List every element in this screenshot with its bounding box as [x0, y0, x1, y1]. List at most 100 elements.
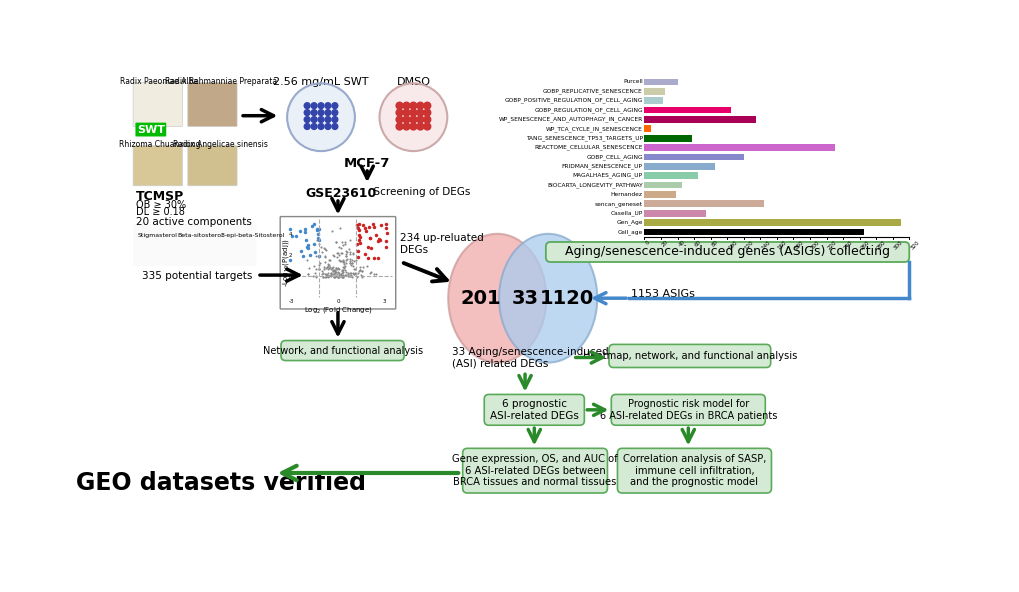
Bar [644, 182, 681, 188]
Circle shape [287, 83, 355, 151]
Text: BIOCARTA_LONGEVITY_PATHWAY: BIOCARTA_LONGEVITY_PATHWAY [547, 182, 642, 188]
Bar [644, 163, 714, 170]
Text: Beta-sitosterol: Beta-sitosterol [177, 233, 223, 238]
Text: Radix Angelicae sinensis: Radix Angelicae sinensis [173, 140, 268, 149]
Text: MAGALHAES_AGING_UP: MAGALHAES_AGING_UP [573, 173, 642, 179]
Circle shape [325, 110, 330, 115]
FancyBboxPatch shape [608, 345, 770, 368]
Text: TCMSP: TCMSP [137, 191, 184, 204]
Circle shape [410, 102, 417, 109]
Text: 20: 20 [660, 240, 668, 248]
Text: Radix Paeoniae Alba: Radix Paeoniae Alba [120, 77, 199, 86]
Circle shape [395, 123, 403, 130]
Text: Heatmap, network, and functional analysis: Heatmap, network, and functional analysi… [582, 351, 796, 361]
Text: Aging/senescence-induced genes (ASIGs) collecting: Aging/senescence-induced genes (ASIGs) c… [565, 246, 890, 259]
Text: Purcell: Purcell [623, 79, 642, 85]
Circle shape [331, 103, 337, 108]
Circle shape [304, 110, 310, 115]
Circle shape [423, 109, 430, 116]
Text: DMSO: DMSO [396, 77, 430, 87]
Text: 0: 0 [644, 240, 650, 246]
FancyBboxPatch shape [133, 224, 256, 266]
Bar [644, 88, 664, 95]
Text: 6 prognostic
ASI-related DEGs: 6 prognostic ASI-related DEGs [489, 399, 578, 421]
Text: GOBP_POSITIVE_REGULATION_OF_CELL_AGING: GOBP_POSITIVE_REGULATION_OF_CELL_AGING [504, 98, 642, 104]
Circle shape [318, 117, 324, 123]
Text: 160: 160 [776, 240, 787, 250]
Text: Hernandez: Hernandez [610, 192, 642, 197]
Text: 3: 3 [382, 299, 385, 304]
Text: -3: -3 [288, 299, 294, 304]
Bar [644, 126, 650, 132]
Circle shape [304, 117, 310, 123]
Text: 3-epi-beta-Sitosterol: 3-epi-beta-Sitosterol [221, 233, 285, 238]
Circle shape [403, 102, 410, 109]
Circle shape [318, 124, 324, 130]
Circle shape [423, 116, 430, 123]
FancyBboxPatch shape [610, 394, 764, 425]
FancyBboxPatch shape [136, 123, 166, 137]
Circle shape [325, 103, 330, 108]
Text: REACTOME_CELLULAR_SENESCENCE: REACTOME_CELLULAR_SENESCENCE [534, 144, 642, 150]
Circle shape [318, 103, 324, 108]
Circle shape [311, 103, 317, 108]
Text: 234 up-reluated
DEGs: 234 up-reluated DEGs [399, 233, 483, 255]
Circle shape [331, 124, 337, 130]
Text: 201: 201 [460, 289, 500, 308]
Circle shape [311, 124, 317, 130]
Text: 100: 100 [727, 240, 738, 250]
Text: 0: 0 [288, 275, 291, 280]
Text: 120: 120 [743, 240, 754, 250]
Text: 33 Aging/senescence-induced
(ASI) related DEGs: 33 Aging/senescence-induced (ASI) relate… [451, 347, 608, 368]
FancyBboxPatch shape [616, 448, 770, 493]
Text: GOBP_CELL_AGING: GOBP_CELL_AGING [586, 154, 642, 160]
Circle shape [410, 123, 417, 130]
Text: 4: 4 [288, 232, 291, 237]
Bar [644, 229, 863, 235]
FancyBboxPatch shape [463, 448, 607, 493]
Circle shape [417, 116, 423, 123]
Text: GSE23610: GSE23610 [306, 186, 376, 200]
Text: sencan_geneset: sencan_geneset [594, 201, 642, 207]
Text: 200: 200 [809, 240, 820, 250]
Circle shape [417, 109, 423, 116]
Text: 335 potential targets: 335 potential targets [142, 271, 252, 281]
Text: 280: 280 [875, 240, 887, 250]
Circle shape [423, 102, 430, 109]
Text: 0: 0 [336, 299, 339, 304]
FancyBboxPatch shape [187, 146, 236, 186]
Text: 180: 180 [793, 240, 804, 250]
Bar [644, 153, 743, 160]
Text: GOBP_REPLICATIVE_SENESCENCE: GOBP_REPLICATIVE_SENESCENCE [542, 88, 642, 94]
Circle shape [325, 124, 330, 130]
Text: Stigmasterol: Stigmasterol [138, 233, 177, 238]
Text: Screening of DEGs: Screening of DEGs [367, 186, 470, 197]
Circle shape [304, 124, 310, 130]
Text: 40: 40 [677, 240, 686, 248]
Text: 33: 33 [512, 289, 538, 308]
Bar [644, 144, 834, 151]
Text: FRIDMAN_SENESCENCE_UP: FRIDMAN_SENESCENCE_UP [561, 163, 642, 169]
Text: WP_TCA_CYCLE_IN_SENESCENCE: WP_TCA_CYCLE_IN_SENESCENCE [545, 126, 642, 131]
FancyBboxPatch shape [484, 394, 584, 425]
Text: 240: 240 [843, 240, 853, 250]
Text: 220: 220 [825, 240, 837, 250]
Circle shape [318, 110, 324, 115]
Bar [644, 191, 676, 198]
Circle shape [417, 123, 423, 130]
Text: 300: 300 [892, 240, 903, 250]
Bar [644, 201, 763, 207]
Ellipse shape [447, 234, 546, 362]
Circle shape [410, 116, 417, 123]
Text: OB ≥ 30%: OB ≥ 30% [137, 200, 186, 210]
Circle shape [395, 102, 403, 109]
Circle shape [325, 117, 330, 123]
Bar [644, 219, 900, 226]
Circle shape [423, 123, 430, 130]
Circle shape [311, 110, 317, 115]
Circle shape [403, 123, 410, 130]
Text: Radix Rehmanniae Preparata: Radix Rehmanniae Preparata [165, 77, 277, 86]
Text: Gen_Age: Gen_Age [615, 220, 642, 226]
Text: Correlation analysis of SASP,
immune cell infiltration,
and the prognostic model: Correlation analysis of SASP, immune cel… [623, 454, 765, 487]
Text: 1153 ASIGs: 1153 ASIGs [630, 289, 694, 300]
